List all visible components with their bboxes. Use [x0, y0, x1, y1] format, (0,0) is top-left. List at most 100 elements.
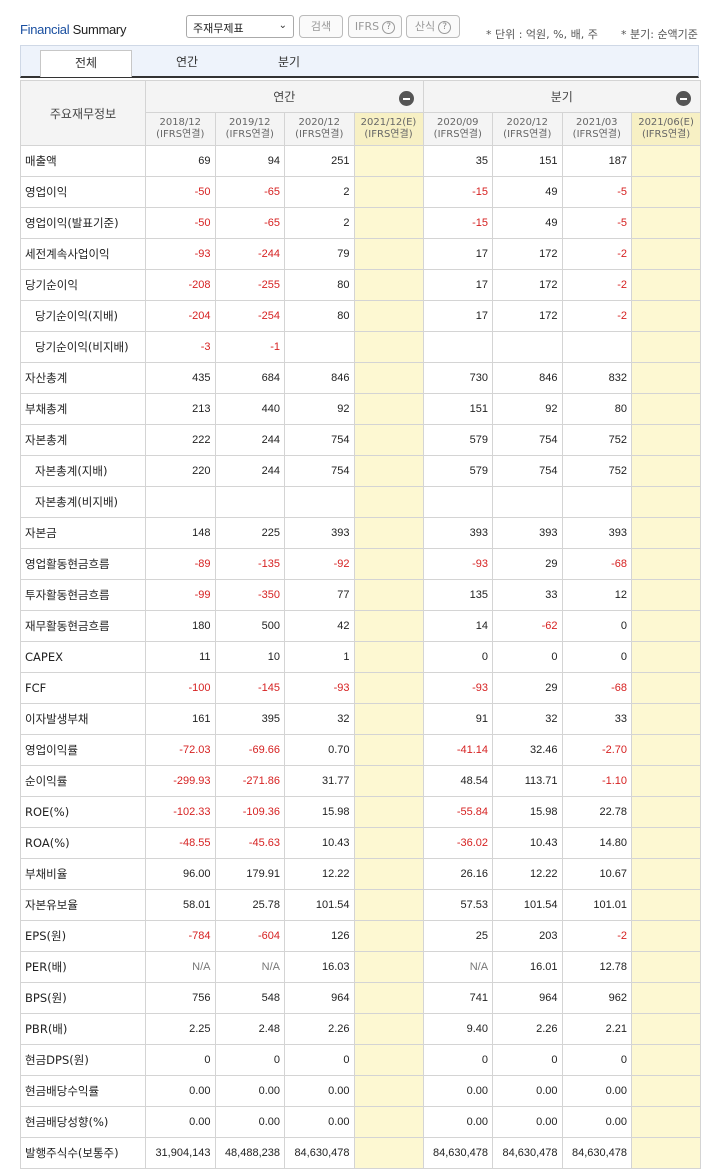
tab-annual[interactable]: 연간 — [175, 55, 199, 69]
table-cell: 79 — [284, 238, 355, 270]
row-label: 순이익률 — [20, 765, 146, 797]
table-row: BPS(원) 756 548 964 741 964 962 — [20, 982, 702, 1014]
table-cell — [631, 765, 702, 797]
period-date: 2021/06(E) — [638, 117, 694, 128]
table-cell: 187 — [561, 145, 633, 177]
help-icon: ? — [382, 21, 396, 34]
row-label: PBR(배) — [20, 1013, 146, 1045]
table-cell: -50 — [145, 176, 216, 208]
table-cell — [631, 486, 702, 518]
table-cell: -135 — [214, 548, 285, 580]
row-label: 영업활동현금흐름 — [20, 548, 146, 580]
table-cell: 2.21 — [561, 1013, 633, 1045]
table-cell — [353, 703, 424, 735]
period-basis: (IFRS연결) — [156, 129, 205, 140]
quarter-group-header: 분기 — [422, 80, 702, 113]
table-cell — [631, 300, 702, 332]
corner-header: 주요재무정보 — [20, 80, 146, 146]
table-cell: 754 — [492, 455, 563, 487]
title-financial: Financial — [20, 22, 70, 37]
table-cell: -62 — [492, 610, 563, 642]
toolbar: Financial Summary 주재무제표 ⌄ 검색 IFRS? 산식? * … — [0, 0, 713, 44]
table-cell: -93 — [145, 238, 216, 270]
table-row: 세전계속사업이익 -93 -244 79 17 172 -2 — [20, 238, 702, 270]
tab-quarter[interactable]: 분기 — [277, 55, 301, 69]
table-cell: 96.00 — [145, 858, 216, 890]
table-row: 당기순이익(비지배) -3 -1 — [20, 331, 702, 363]
period-basis: (IFRS연결) — [572, 129, 621, 140]
table-cell: 220 — [145, 455, 216, 487]
row-label: 현금배당성향(%) — [20, 1106, 146, 1138]
table-row: 부채총계 213 440 92 151 92 80 — [20, 393, 702, 425]
period-header: 2020/09 (IFRS연결) — [422, 112, 494, 146]
table-cell — [353, 765, 424, 797]
table-cell: N/A — [422, 951, 494, 983]
table-cell: 84,630,478 — [492, 1137, 563, 1169]
row-label: 재무활동현금흐름 — [20, 610, 146, 642]
table-cell — [353, 1106, 424, 1138]
table-cell: 135 — [422, 579, 494, 611]
table-cell — [631, 331, 702, 363]
table-cell: 77 — [284, 579, 355, 611]
table-cell — [631, 548, 702, 580]
period-basis: (IFRS연결) — [641, 129, 691, 140]
table-cell: -36.02 — [422, 827, 494, 859]
table-cell — [631, 207, 702, 239]
table-cell: 393 — [492, 517, 563, 549]
table-cell: 0.70 — [284, 734, 355, 766]
table-cell — [214, 486, 285, 518]
statement-select[interactable]: 주재무제표 ⌄ — [186, 15, 294, 38]
table-cell: -2 — [561, 269, 633, 301]
table-cell — [353, 734, 424, 766]
table-cell — [353, 1075, 424, 1107]
table-cell — [631, 424, 702, 456]
table-cell: -204 — [145, 300, 216, 332]
table-cell: 244 — [214, 455, 285, 487]
tab-all[interactable]: 전체 — [40, 50, 132, 77]
table-cell: 29 — [492, 672, 563, 704]
table-cell: 16.01 — [492, 951, 563, 983]
table-cell: -55.84 — [422, 796, 494, 828]
search-button[interactable]: 검색 — [299, 15, 343, 38]
table-cell — [353, 889, 424, 921]
table-cell: 2.48 — [214, 1013, 285, 1045]
table-cell: 964 — [492, 982, 563, 1014]
table-cell: 0 — [284, 1044, 355, 1076]
formula-button[interactable]: 산식? — [406, 15, 460, 38]
table-cell — [631, 858, 702, 890]
table-cell: 113.71 — [492, 765, 563, 797]
table-cell: 500 — [214, 610, 285, 642]
table-cell: -2.70 — [561, 734, 633, 766]
table-cell: -48.55 — [145, 827, 216, 859]
table-row: ROA(%) -48.55 -45.63 10.43 -36.02 10.43 14.80 — [20, 827, 702, 859]
table-cell: -208 — [145, 269, 216, 301]
table-cell — [631, 1137, 702, 1169]
quarter-note: * 분기: 순액기준 — [621, 28, 698, 41]
table-cell — [422, 486, 494, 518]
table-cell — [353, 1044, 424, 1076]
row-label: 당기순이익 — [20, 269, 146, 301]
table-cell — [353, 424, 424, 456]
period-header: 2021/12(E) (IFRS연결) — [353, 112, 424, 146]
period-date: 2019/12 — [228, 117, 271, 128]
table-cell: 80 — [561, 393, 633, 425]
table-cell — [353, 176, 424, 208]
table-row: 자본총계(지배) 220 244 754 579 754 752 — [20, 455, 702, 487]
table-cell: 101.54 — [284, 889, 355, 921]
ifrs-button[interactable]: IFRS? — [348, 15, 402, 38]
table-cell: 11 — [145, 641, 216, 673]
table-cell — [353, 827, 424, 859]
table-cell: -604 — [214, 920, 285, 952]
collapse-icon[interactable] — [398, 91, 414, 106]
table-cell: 244 — [214, 424, 285, 456]
table-cell — [492, 331, 563, 363]
table-row: 자본총계 222 244 754 579 754 752 — [20, 424, 702, 456]
table-cell: 12.22 — [492, 858, 563, 890]
collapse-icon[interactable] — [676, 91, 692, 106]
table-cell: 14 — [422, 610, 494, 642]
table-row: CAPEX 11 10 1 0 0 0 — [20, 641, 702, 673]
row-label: PER(배) — [20, 951, 146, 983]
table-cell: 754 — [284, 424, 355, 456]
table-cell — [353, 982, 424, 1014]
table-cell: 17 — [422, 300, 494, 332]
